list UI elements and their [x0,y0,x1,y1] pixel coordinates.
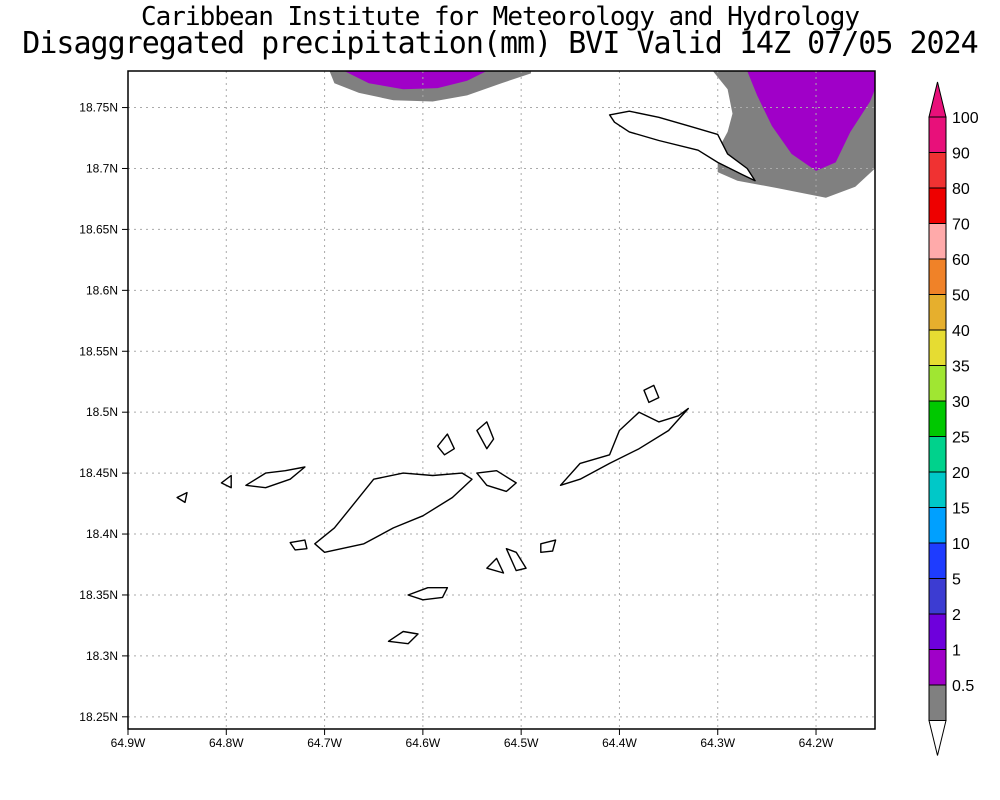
island-guana-island [436,433,455,456]
colorbar-label-10: 20 [952,465,970,482]
colorbar-swatch-15 [928,649,947,686]
colorbar-label-13: 5 [952,572,961,589]
colorbar-label-7: 35 [952,359,970,376]
colorbar: 100 90 80 70 60 50 40 35 30 25 20 15 10 5 2 1 0.5 [928,81,979,756]
island-beef-island [476,470,517,493]
title-line-2: Disaggregated precipitation(mm) BVI Vali… [22,26,978,61]
colorbar-label-8: 30 [952,394,970,411]
colorbar-swatch-7 [928,365,947,402]
map-content [128,71,875,729]
colorbar-swatch-2 [928,187,947,224]
colorbar-label-4: 60 [952,252,970,269]
island-little-jost [220,474,232,489]
colorbar-swatch-3 [928,223,947,260]
colorbar-label-14: 2 [952,607,961,624]
island-ginger-island [540,539,557,553]
island-norman-island [387,630,419,645]
colorbar-swatch-6 [928,329,947,366]
precip-area-3 [747,71,875,171]
colorbar-label-0: 100 [952,110,979,127]
colorbar-swatch-8 [928,400,947,437]
colorbar-top-arrow [928,81,947,118]
lon-tick-label-2: 64.7W [307,736,342,750]
colorbar-label-9: 25 [952,430,970,447]
colorbar-label-3: 70 [952,217,970,234]
colorbar-swatch-9 [928,436,947,473]
colorbar-swatch-13 [928,578,947,615]
colorbar-label-1: 90 [952,146,970,163]
colorbar-label-12: 10 [952,536,970,553]
lon-tick-label-5: 64.4W [602,736,637,750]
island-cooper-island [505,548,527,572]
colorbar-swatch-11 [928,507,947,544]
island-mosquito-island [643,384,660,404]
colorbar-swatch-16 [928,684,947,721]
colorbar-swatch-4 [928,258,947,295]
lon-tick-label-7: 64.2W [799,736,834,750]
colorbar-label-2: 80 [952,181,970,198]
lon-tick-label-0: 64.9W [111,736,146,750]
lat-tick-label-7: 18.6N [86,283,118,297]
colorbar-swatch-5 [928,294,947,331]
title-line-1: Caribbean Institute for Meteorology and … [140,2,860,32]
lon-tick-label-4: 64.5W [504,736,539,750]
colorbar-label-6: 40 [952,323,970,340]
map-plot-area: 64.9W 64.8W 64.7W 64.6W 64.5W 64.4W 64.3W 64.2W… [79,70,876,750]
colorbar-label-16: 0.5 [952,678,974,695]
lat-tick-label-3: 18.4N [86,527,118,541]
island-green-cay [176,491,188,504]
colorbar-swatch-12 [928,542,947,579]
lat-tick-label-0: 18.25N [79,710,118,724]
lon-tick-label-1: 64.8W [209,736,244,750]
lat-tick-label-5: 18.5N [86,405,118,419]
island-salt-island [486,557,505,574]
colorbar-label-15: 1 [952,643,961,660]
colorbar-swatch-1 [928,152,947,189]
colorbar-label-11: 15 [952,501,970,518]
plot-frame [127,70,876,730]
precip-area-1 [344,71,487,90]
colorbar-swatch-10 [928,471,947,508]
island-anegada [608,110,756,182]
island-virgin-gorda [559,407,689,486]
island-little-thatch [289,539,308,551]
lat-tick-label-2: 18.35N [79,588,118,602]
colorbar-swatch-0 [928,116,947,153]
colorbar-bottom-arrow [928,720,947,756]
lat-tick-label-4: 18.45N [79,466,118,480]
island-peter-island [407,587,449,601]
island-jost-van-dyke [245,466,306,489]
island-great-camanoe [476,421,495,450]
colorbar-label-5: 50 [952,288,970,305]
lon-tick-label-6: 64.3W [700,736,735,750]
lat-tick-label-10: 18.75N [79,101,118,115]
lat-tick-label-6: 18.55N [79,344,118,358]
lat-tick-label-9: 18.7N [86,161,118,175]
lon-tick-label-3: 64.6W [406,736,441,750]
island-tortola [314,472,473,553]
lat-tick-label-1: 18.3N [86,649,118,663]
lat-tick-label-8: 18.65N [79,222,118,236]
colorbar-swatch-14 [928,613,947,650]
